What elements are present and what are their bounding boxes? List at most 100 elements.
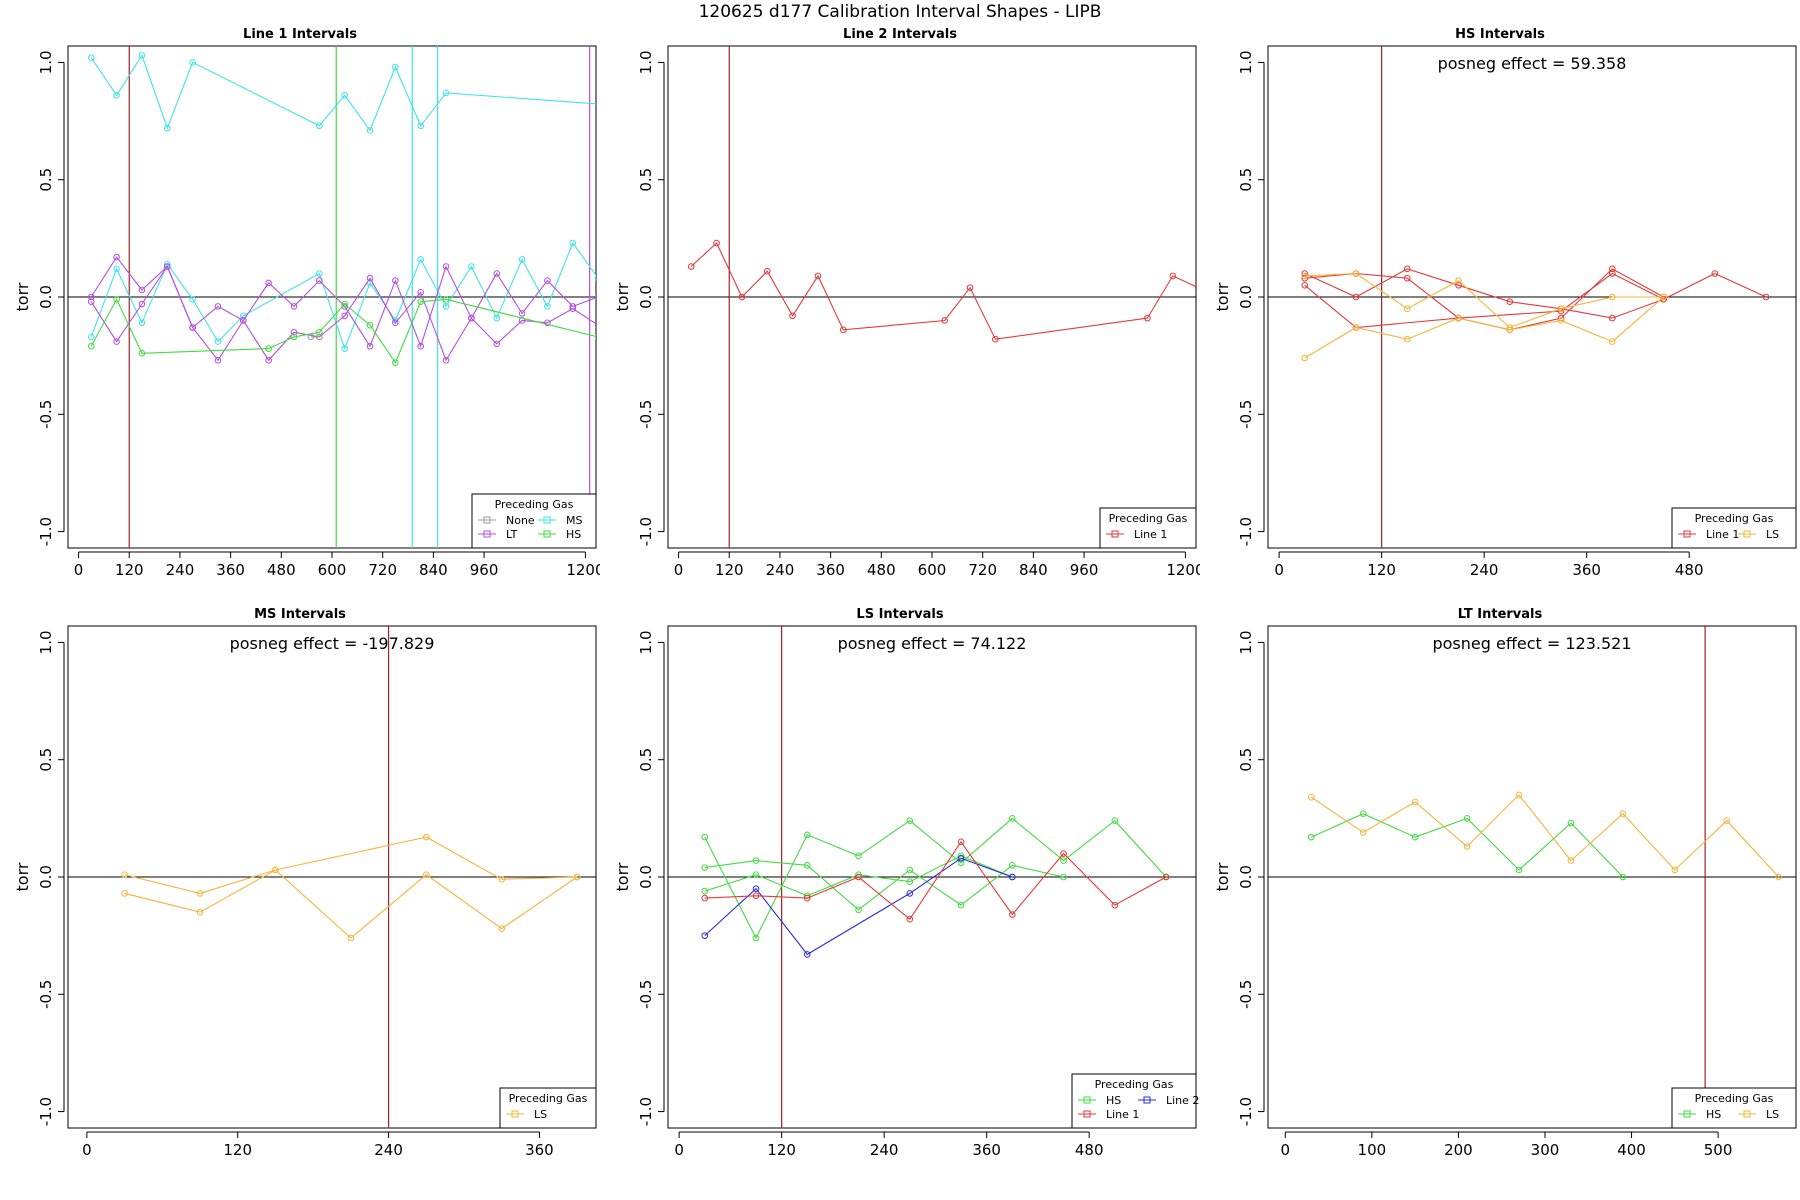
data-point bbox=[701, 864, 709, 871]
x-tick-label: 0 bbox=[674, 1141, 684, 1159]
data-point bbox=[87, 342, 95, 350]
chart-panel-hs: HS Intervals 0 120 240 360 480 seconds -1.0 -0.… bbox=[1200, 20, 1800, 597]
data-point bbox=[752, 857, 760, 864]
legend-item-label: LS bbox=[534, 1108, 547, 1121]
data-point bbox=[189, 59, 196, 66]
data-point bbox=[1009, 861, 1016, 869]
series-line bbox=[1304, 272, 1767, 329]
data-point bbox=[803, 831, 811, 839]
legend-item-label: HS bbox=[1706, 1108, 1721, 1121]
x-tick-label: 120 bbox=[715, 561, 744, 579]
legend-title: Preceding Gas bbox=[1095, 1078, 1174, 1091]
data-point bbox=[906, 866, 914, 874]
chart-title: HS Intervals bbox=[1455, 27, 1545, 42]
x-tick-label: 0 bbox=[674, 561, 684, 579]
series-line bbox=[124, 869, 578, 939]
data-point bbox=[1162, 873, 1170, 881]
data-point bbox=[701, 833, 709, 841]
y-axis-label: torr bbox=[613, 862, 632, 891]
data-point bbox=[239, 317, 247, 324]
data-point bbox=[189, 324, 196, 331]
y-tick-label: 0.5 bbox=[37, 748, 55, 772]
y-tick-label: 0.0 bbox=[1237, 865, 1255, 889]
x-tick-label: 480 bbox=[1675, 561, 1704, 579]
data-point bbox=[1359, 810, 1367, 817]
legend-item-label: LS bbox=[1766, 528, 1779, 541]
data-point bbox=[957, 859, 965, 867]
data-point bbox=[316, 328, 323, 336]
chart-svg: 0 120 240 360 480 seconds -1.0 -0.5 0.0 0.5 1.0 tor… bbox=[613, 625, 1199, 1177]
data-point bbox=[189, 296, 196, 303]
data-point bbox=[752, 871, 760, 878]
data-point bbox=[121, 890, 128, 897]
data-point bbox=[839, 326, 847, 334]
legend-swatch-marker bbox=[1111, 530, 1119, 538]
x-axis-label: seconds bbox=[1499, 578, 1564, 580]
y-tick-label: -1.0 bbox=[1237, 517, 1255, 546]
data-point bbox=[855, 906, 862, 914]
x-tick-label: 240 bbox=[870, 1141, 899, 1159]
data-point bbox=[1060, 850, 1067, 857]
data-point bbox=[442, 303, 450, 310]
x-tick-label: 840 bbox=[1019, 561, 1048, 579]
data-point bbox=[518, 256, 526, 263]
data-point bbox=[121, 871, 128, 878]
data-point bbox=[906, 817, 914, 825]
data-point bbox=[906, 878, 914, 885]
data-point bbox=[316, 333, 323, 341]
data-point bbox=[803, 951, 811, 958]
data-point bbox=[1609, 265, 1616, 273]
data-point bbox=[366, 127, 374, 134]
data-point bbox=[1609, 270, 1616, 277]
data-point bbox=[498, 876, 506, 883]
data-point bbox=[1411, 798, 1419, 806]
y-tick-label: 0.5 bbox=[37, 168, 55, 192]
data-point bbox=[569, 305, 577, 313]
x-tick-label: 120 bbox=[1367, 561, 1396, 579]
y-tick-label: 1.0 bbox=[637, 630, 655, 654]
legend-swatch-marker bbox=[483, 530, 491, 538]
data-point bbox=[1009, 815, 1016, 822]
data-point bbox=[417, 342, 425, 350]
data-point bbox=[214, 357, 222, 364]
data-point bbox=[789, 312, 796, 320]
data-point bbox=[113, 338, 120, 345]
legend-item-label: LT bbox=[506, 528, 518, 541]
series-line bbox=[704, 860, 1064, 911]
data-point bbox=[341, 312, 348, 320]
chart-panel-line2: Line 2 Intervals 0 120 240 360 480 600 720 840 9… bbox=[600, 20, 1205, 597]
data-point bbox=[594, 275, 596, 281]
series-line bbox=[704, 817, 1167, 940]
x-tick-label: 360 bbox=[1572, 561, 1601, 579]
data-point bbox=[906, 890, 914, 897]
series-line bbox=[704, 855, 1013, 897]
chart-title: MS Intervals bbox=[254, 607, 346, 622]
data-point bbox=[855, 852, 862, 860]
series-line bbox=[704, 840, 1167, 921]
legend-swatch-marker bbox=[1683, 1110, 1691, 1118]
legend-swatch-marker bbox=[543, 530, 551, 538]
data-point bbox=[1660, 293, 1667, 301]
x-tick-label: 240 bbox=[766, 561, 795, 579]
data-point bbox=[1307, 833, 1315, 841]
y-tick-label: 1.0 bbox=[637, 50, 655, 74]
data-point bbox=[417, 256, 425, 263]
data-point bbox=[316, 122, 323, 130]
data-point bbox=[906, 915, 914, 923]
data-point bbox=[366, 321, 374, 329]
x-tick-label: 0 bbox=[82, 1141, 92, 1159]
legend-item-label: MS bbox=[566, 514, 582, 527]
data-point bbox=[594, 322, 596, 328]
data-point bbox=[1711, 270, 1719, 277]
x-tick-label: 0 bbox=[1274, 561, 1284, 579]
data-point bbox=[1111, 817, 1119, 825]
y-tick-label: -0.5 bbox=[37, 400, 55, 429]
page-title: 120625 d177 Calibration Interval Shapes … bbox=[698, 2, 1102, 22]
data-point bbox=[1111, 901, 1119, 909]
data-point bbox=[544, 277, 551, 284]
data-point bbox=[1619, 873, 1627, 881]
x-tick-label: 600 bbox=[318, 561, 347, 579]
plot-area bbox=[1268, 46, 1796, 548]
data-point bbox=[1009, 911, 1016, 918]
data-point bbox=[1194, 285, 1196, 291]
